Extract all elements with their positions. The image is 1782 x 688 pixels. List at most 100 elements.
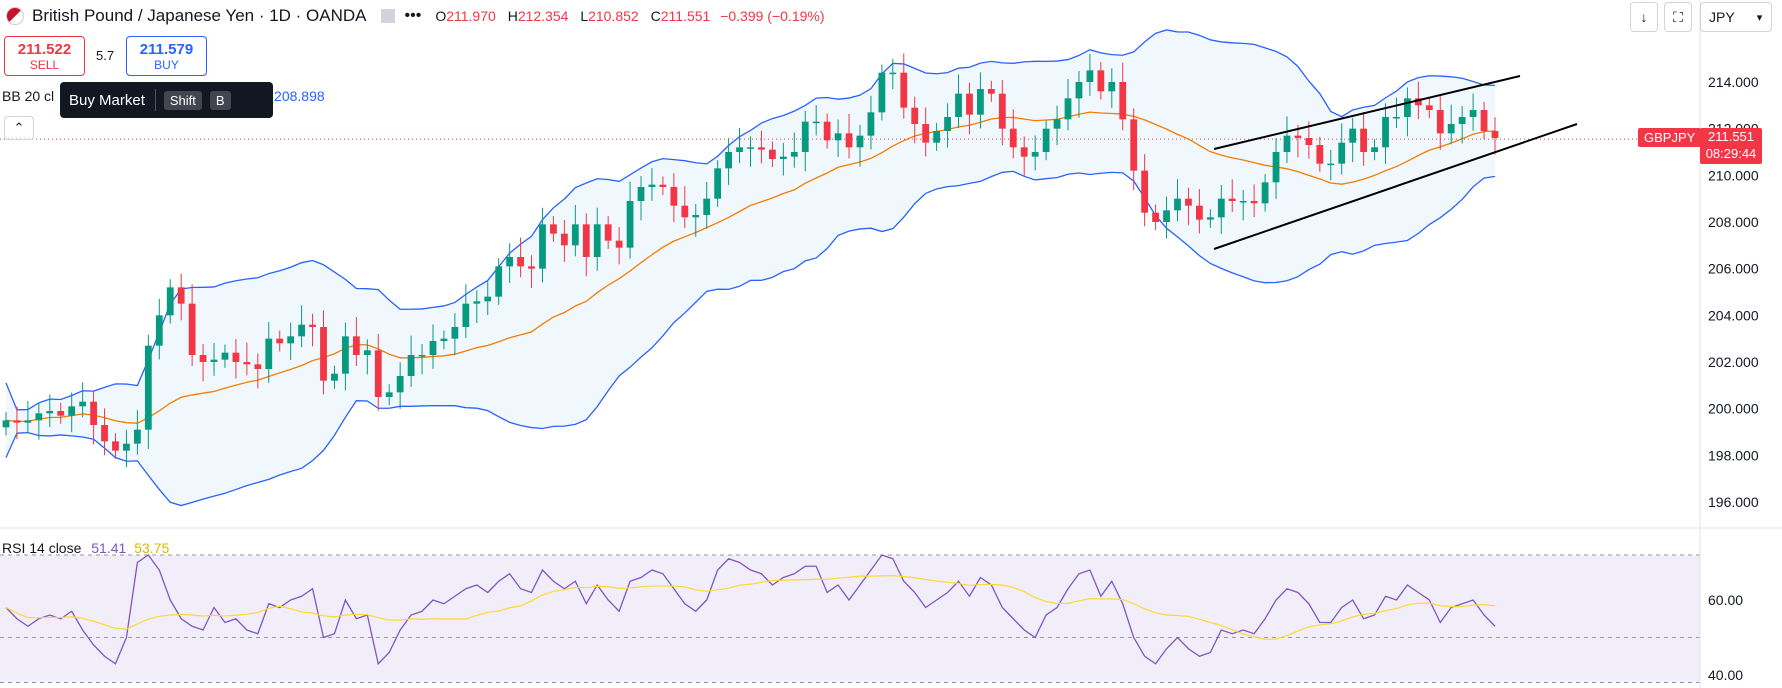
candle (1239, 190, 1247, 221)
candle (560, 219, 568, 262)
buy-button[interactable]: 211.579 BUY (126, 36, 207, 76)
candle (867, 95, 875, 150)
low-value: 210.852 (588, 8, 639, 24)
candle-body (1458, 117, 1466, 124)
candle (1130, 108, 1138, 191)
candle (101, 408, 108, 456)
candle (922, 107, 930, 157)
candle-body (243, 362, 251, 365)
buy-price: 211.579 (139, 41, 194, 58)
candle-body (13, 420, 21, 423)
rsi-legend[interactable]: RSI 14 close 51.41 53.75 (2, 540, 169, 556)
candle (1174, 179, 1181, 222)
candle (1458, 106, 1466, 144)
candle-body (593, 224, 601, 257)
buy-label: BUY (154, 58, 179, 72)
candle (1195, 189, 1203, 234)
candle-body (287, 336, 295, 344)
last-price-badge: 211.551 08:29:44 (1700, 128, 1762, 164)
candle (265, 322, 273, 383)
candle-body (955, 93, 962, 117)
candle (703, 182, 711, 229)
more-icon[interactable]: ••• (404, 7, 422, 24)
candle-body (878, 72, 886, 113)
candle (57, 402, 65, 424)
candle (1327, 149, 1335, 181)
candle (1360, 112, 1368, 166)
candle (889, 58, 897, 90)
currency-select[interactable]: JPY ▾ (1700, 2, 1772, 32)
candle-body (834, 133, 842, 141)
candle (769, 141, 776, 168)
channel-upper-trendline (1213, 75, 1521, 150)
candle (747, 136, 754, 167)
candle-body (1491, 131, 1499, 138)
candle (1152, 204, 1159, 231)
candle-body (407, 355, 415, 376)
candle-body (276, 338, 284, 344)
candle (451, 313, 459, 356)
chart-settings-icon[interactable] (380, 9, 395, 23)
candle-body (1338, 142, 1346, 164)
candle (331, 365, 338, 389)
candle (834, 119, 842, 157)
candle-body (944, 117, 951, 131)
candle-body (769, 149, 776, 159)
candle-body (166, 287, 174, 316)
candle (758, 130, 765, 164)
candle-body (309, 324, 316, 327)
candle (1250, 184, 1258, 218)
candle-body (495, 266, 503, 297)
candle (440, 330, 448, 350)
fullscreen-button[interactable]: ⛶ (1664, 2, 1692, 32)
candle (407, 335, 415, 387)
candle (221, 344, 229, 368)
candle (714, 160, 722, 207)
tooltip-divider (154, 89, 156, 111)
candle-body (374, 350, 382, 397)
close-value: 211.551 (660, 8, 711, 24)
candle-body (637, 187, 645, 201)
rsi-label: RSI 14 close (2, 540, 82, 556)
candle (1185, 187, 1192, 226)
collapse-legend-button[interactable]: ⌃ (4, 116, 34, 140)
candle (418, 344, 426, 375)
candle (659, 176, 667, 196)
candle (1283, 116, 1291, 163)
candle (517, 237, 524, 278)
candle (68, 392, 76, 433)
candle-body (1404, 98, 1411, 117)
candle (571, 204, 579, 257)
candle-body (188, 303, 196, 355)
candle-body (1152, 212, 1159, 222)
symbol-badge: GBPJPY (1638, 128, 1702, 147)
candle (966, 82, 973, 135)
candle-body (987, 89, 995, 94)
sell-button[interactable]: 211.522 SELL (4, 36, 85, 76)
candle (1382, 103, 1389, 164)
candle-body (648, 184, 656, 187)
candle (615, 226, 623, 265)
download-button[interactable]: ↓ (1630, 2, 1658, 32)
candle (309, 313, 316, 347)
candle-body (298, 324, 306, 337)
candle-body (1009, 128, 1017, 148)
candle (35, 402, 43, 440)
candle (681, 186, 689, 229)
candle (998, 79, 1006, 146)
candle-body (1031, 152, 1039, 157)
candle (1261, 174, 1269, 212)
candle-body (1097, 70, 1105, 92)
candle-body (1294, 135, 1302, 138)
candle-body (1393, 117, 1400, 119)
candle-body (790, 152, 798, 157)
candle (1447, 104, 1455, 145)
candle-body (812, 121, 820, 124)
bb-legend[interactable]: BB 20 cl 208.898 (2, 88, 325, 104)
candle-body (385, 392, 393, 397)
candle-body (57, 411, 65, 416)
symbol-title[interactable]: British Pound / Japanese Yen · 1D · OAND… (32, 6, 367, 25)
candle (1108, 68, 1116, 108)
candle-body (867, 112, 875, 136)
